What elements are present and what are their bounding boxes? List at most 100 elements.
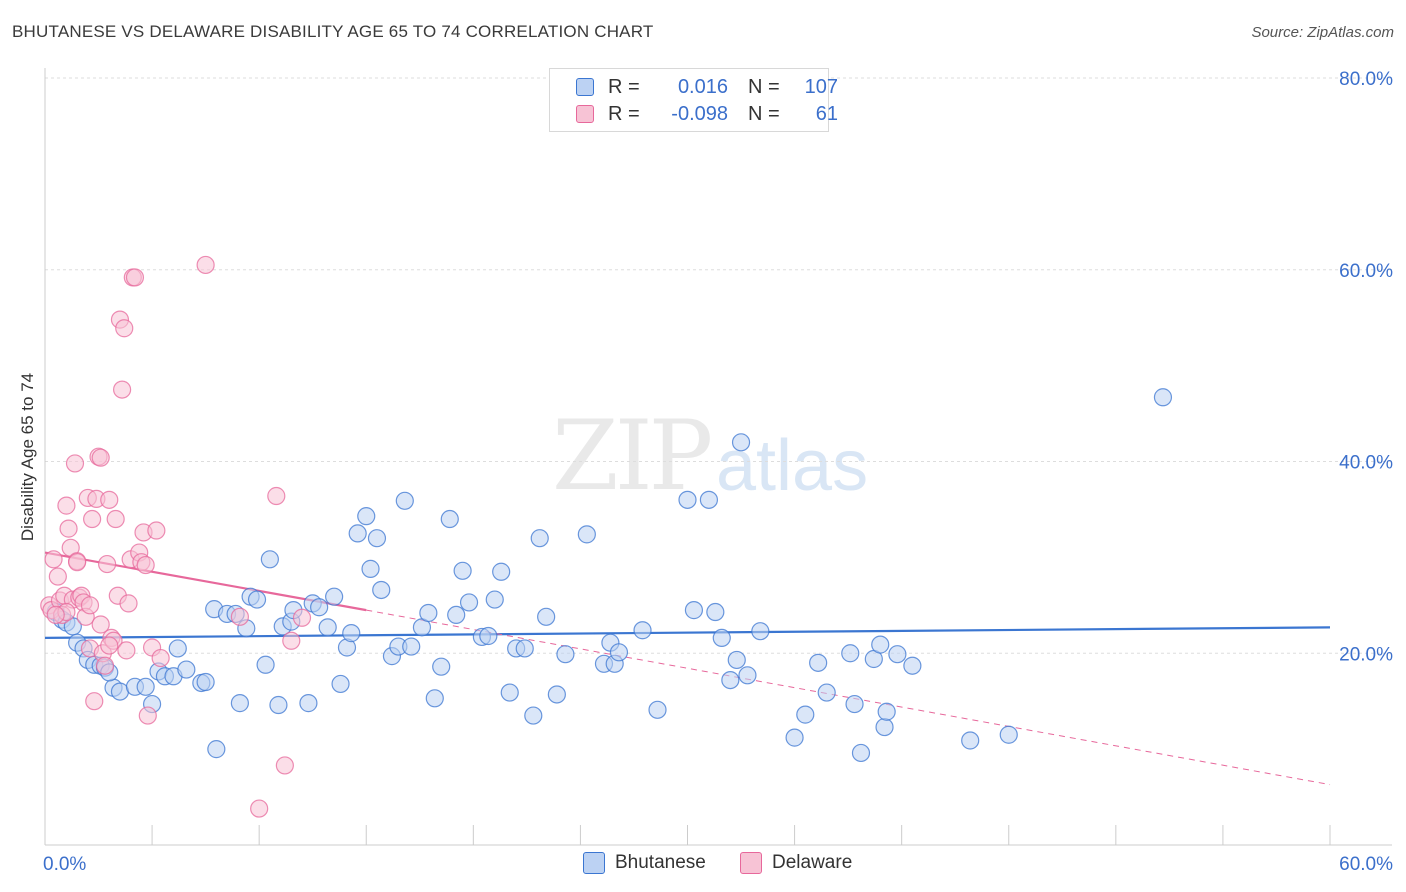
bhutanese-point (609, 643, 629, 662)
bhutanese-point (699, 490, 719, 509)
bhutanese-point (577, 525, 596, 544)
bhutanese-point (500, 683, 519, 702)
bhutanese-point (706, 602, 725, 622)
x-tick-label: 0.0% (43, 854, 86, 875)
trend-lines (44, 551, 1331, 786)
bhutanese-point (633, 621, 652, 640)
delaware-point (91, 615, 110, 634)
legend-r-value: 0.016 (677, 75, 728, 98)
bhutanese-point (871, 635, 890, 654)
delaware-legend-label: Delaware (772, 852, 853, 873)
delaware-point (44, 550, 63, 569)
delaware-point (59, 519, 78, 538)
delaware-point (196, 255, 215, 275)
axes (44, 68, 1392, 846)
bhutanese-point (556, 645, 575, 664)
delaware-point (147, 521, 166, 540)
bottom-legend-bhutanese: Bhutanese (583, 852, 706, 874)
legend-row-bhutanese: R = 0.016 N = 107 (550, 74, 838, 100)
bhutanese-point (168, 639, 187, 658)
delaware-point (91, 448, 110, 467)
bhutanese-point (727, 650, 746, 670)
bhutanese-point (361, 559, 380, 578)
delaware-legend-swatch (740, 852, 762, 874)
bhutanese-point (751, 622, 770, 641)
bhutanese-point (299, 694, 318, 713)
grid-lines (45, 77, 1395, 654)
delaware-point (106, 509, 125, 529)
bhutanese-point (402, 637, 421, 656)
bhutanese-point (796, 705, 815, 724)
correlation-legend: R = 0.016 N = 107 R = -0.098 N = 61 (549, 68, 838, 132)
y-tick-label: 80.0% (1339, 69, 1393, 90)
bhutanese-point (453, 561, 472, 580)
bhutanese-point (207, 740, 226, 759)
bhutanese-point (738, 666, 757, 685)
legend-n-value: 107 (804, 75, 838, 98)
bhutanese-point (367, 529, 387, 548)
bhutanese-legend-label: Bhutanese (615, 852, 706, 873)
bhutanese-point (999, 725, 1018, 744)
bhutanese-point (903, 656, 922, 675)
bhutanese-point (721, 670, 740, 690)
delaware-point (138, 706, 157, 725)
delaware-point (230, 607, 249, 626)
bhutanese-point (310, 598, 329, 617)
delaware-point (250, 799, 269, 818)
bhutanese-point (492, 562, 511, 581)
bhutanese-point (530, 529, 549, 548)
bottom-legend-delaware: Delaware (740, 852, 852, 874)
delaware-point (80, 596, 100, 615)
y-tick-label: 40.0% (1339, 453, 1393, 474)
bhutanese-trend-line (44, 626, 1331, 640)
y-tick-label: 60.0% (1339, 261, 1393, 282)
legend-r-label: R = (608, 102, 640, 125)
y-axis-title: Disability Age 65 to 74 (18, 373, 37, 541)
delaware-trend-extension (366, 609, 1331, 786)
bhutanese-point (648, 700, 667, 719)
bhutanese-point (136, 677, 155, 696)
delaware-point (100, 636, 119, 655)
bhutanese-point (247, 590, 267, 609)
delaware-point (292, 608, 312, 627)
delaware-point (98, 554, 117, 574)
axis-labels: 20.0% 40.0% 60.0% 80.0% 0.0% 60.0% Disability … (18, 69, 1393, 875)
bhutanese-point (731, 433, 751, 452)
y-tick-label: 20.0% (1339, 644, 1393, 665)
bhutanese-point (785, 728, 804, 747)
chart-title: BHUTANESE VS DELAWARE DISABILITY AGE 65 … (12, 22, 654, 41)
legend-n-label: N = (748, 75, 780, 98)
delaware-point (100, 490, 119, 509)
legend-r-value: -0.098 (671, 102, 728, 125)
bhutanese-point (230, 694, 249, 713)
bhutanese-point (196, 672, 215, 692)
delaware-point (282, 631, 301, 650)
legend-n-label: N = (748, 102, 780, 125)
bhutanese-point (678, 490, 697, 509)
bhutanese-point (479, 626, 498, 646)
bhutanese-point (845, 694, 864, 714)
delaware-point (65, 454, 85, 473)
delaware-point (95, 656, 115, 675)
delaware-point (117, 641, 136, 660)
delaware-point (46, 605, 65, 625)
bhutanese-point (325, 587, 344, 606)
delaware-point (267, 486, 286, 506)
bhutanese-point (524, 706, 543, 725)
bhutanese-point (712, 628, 731, 648)
bhutanese-point (425, 689, 444, 708)
bhutanese-point (395, 491, 414, 510)
bhutanese-point (440, 509, 459, 529)
delaware-point (119, 594, 138, 613)
delaware-point (136, 555, 155, 575)
delaware-point (83, 509, 102, 529)
delaware-point (57, 496, 76, 515)
bhutanese-point (348, 524, 367, 543)
bhutanese-point (841, 644, 860, 663)
bhutanese-point (537, 607, 556, 626)
x-tick-label: 60.0% (1339, 854, 1393, 875)
bhutanese-point (1153, 388, 1173, 407)
delaware-point (151, 648, 170, 668)
bhutanese-point (459, 593, 479, 612)
